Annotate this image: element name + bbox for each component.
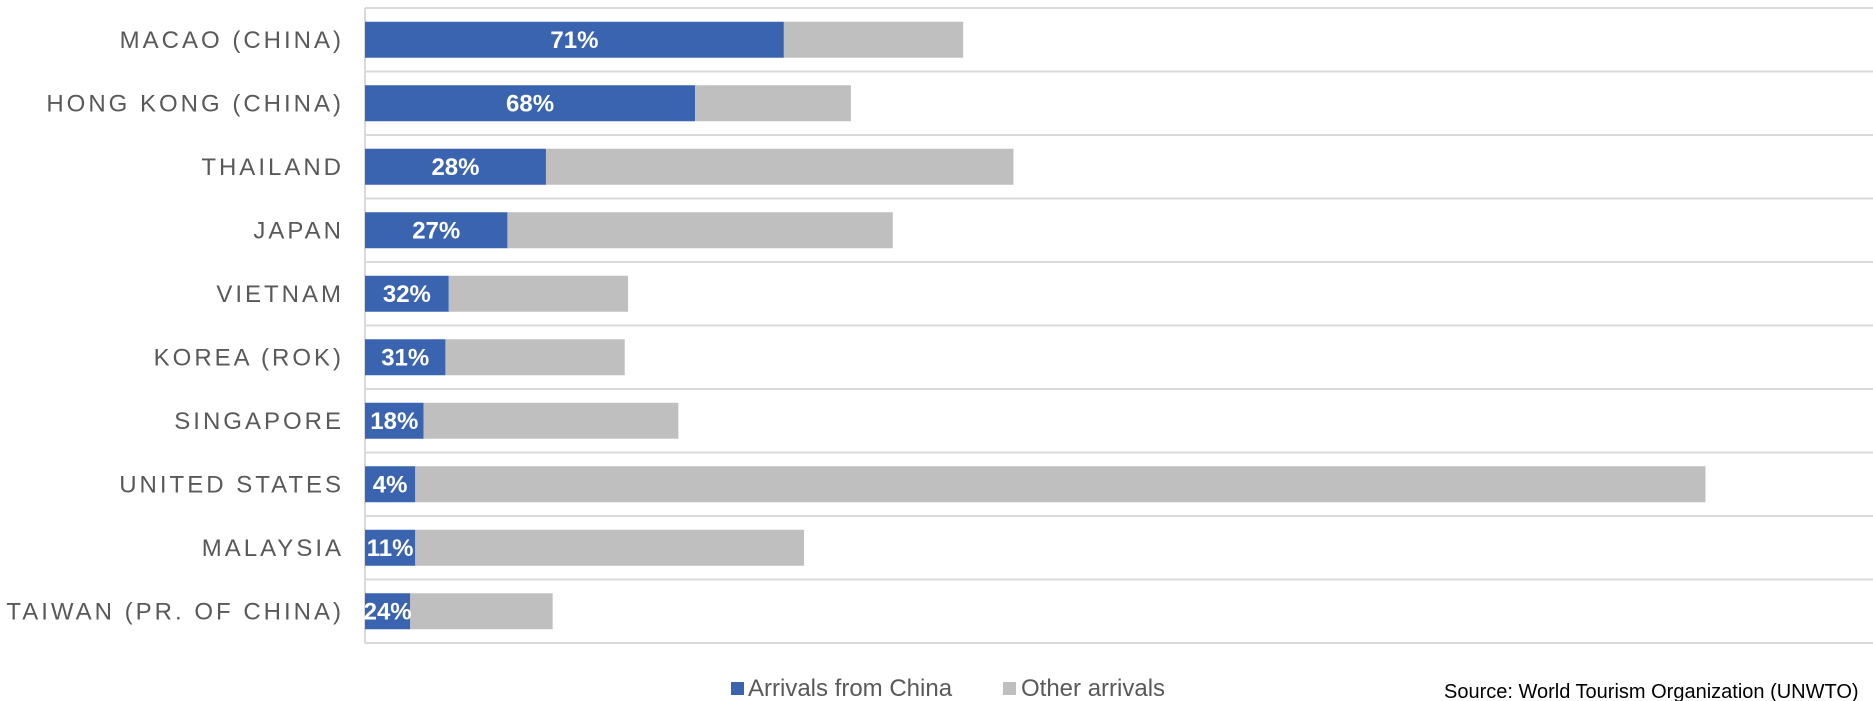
bar-other-arrivals — [695, 85, 851, 122]
bar-arrivals-from-china — [365, 275, 449, 312]
data-label: 11% — [367, 535, 414, 562]
bar-other-arrivals — [423, 402, 679, 439]
bar-arrivals-from-china — [365, 466, 416, 503]
bar-other-arrivals — [783, 21, 964, 58]
category-label: MALAYSIA — [202, 535, 344, 562]
category-labels: MACAO (CHINA) HONG KONG (CHINA) THAILAND JA… — [6, 27, 344, 626]
bar-other-arrivals — [448, 275, 629, 312]
bar-other-arrivals — [415, 466, 1706, 503]
legend: Arrivals from China Other arrivals — [731, 675, 1165, 701]
bar-arrivals-from-china — [365, 21, 784, 58]
data-label: 31% — [381, 344, 429, 371]
category-label: SINGAPORE — [174, 408, 344, 435]
data-label: 68% — [506, 90, 554, 117]
legend-swatch-arrivals-from-china — [731, 682, 744, 695]
data-label: 18% — [370, 408, 418, 435]
bar-other-arrivals — [507, 212, 893, 249]
bar-arrivals-from-china — [365, 529, 416, 566]
data-label: 4% — [373, 471, 408, 498]
data-label: 28% — [431, 154, 479, 181]
category-label: THAILAND — [201, 154, 344, 181]
legend-label-arrivals-from-china: Arrivals from China — [748, 675, 953, 701]
category-label: UNITED STATES — [119, 471, 344, 498]
bar-other-arrivals — [545, 148, 1014, 185]
data-labels: 71% 68% 28% 27% 32% 31% 18% 4% 11% 24% — [364, 27, 599, 626]
bar-arrivals-from-china — [365, 339, 446, 376]
bar-arrivals-from-china — [365, 212, 508, 249]
data-label: 32% — [383, 281, 431, 308]
source-note: Source: World Tourism Organization (UNWT… — [1444, 681, 1859, 701]
bar-arrivals-from-china — [365, 593, 411, 630]
bar-other-arrivals — [410, 593, 553, 630]
bars — [365, 21, 1706, 630]
category-label: KOREA (ROK) — [154, 344, 344, 371]
data-label: 27% — [412, 217, 460, 244]
category-label: MACAO (CHINA) — [120, 27, 344, 54]
legend-label-other-arrivals: Other arrivals — [1021, 675, 1165, 701]
category-label: TAIWAN (PR. OF CHINA) — [6, 598, 344, 625]
category-label: VIETNAM — [216, 281, 344, 308]
bar-other-arrivals — [415, 529, 804, 566]
data-label: 71% — [550, 27, 598, 54]
bar-other-arrivals — [445, 339, 625, 376]
bar-arrivals-from-china — [365, 85, 696, 122]
bar-arrivals-from-china — [365, 148, 546, 185]
category-label: JAPAN — [253, 217, 344, 244]
data-label: 24% — [364, 598, 412, 625]
legend-swatch-other-arrivals — [1003, 682, 1016, 695]
category-label: HONG KONG (CHINA) — [46, 90, 344, 117]
bar-arrivals-from-china — [365, 402, 424, 439]
